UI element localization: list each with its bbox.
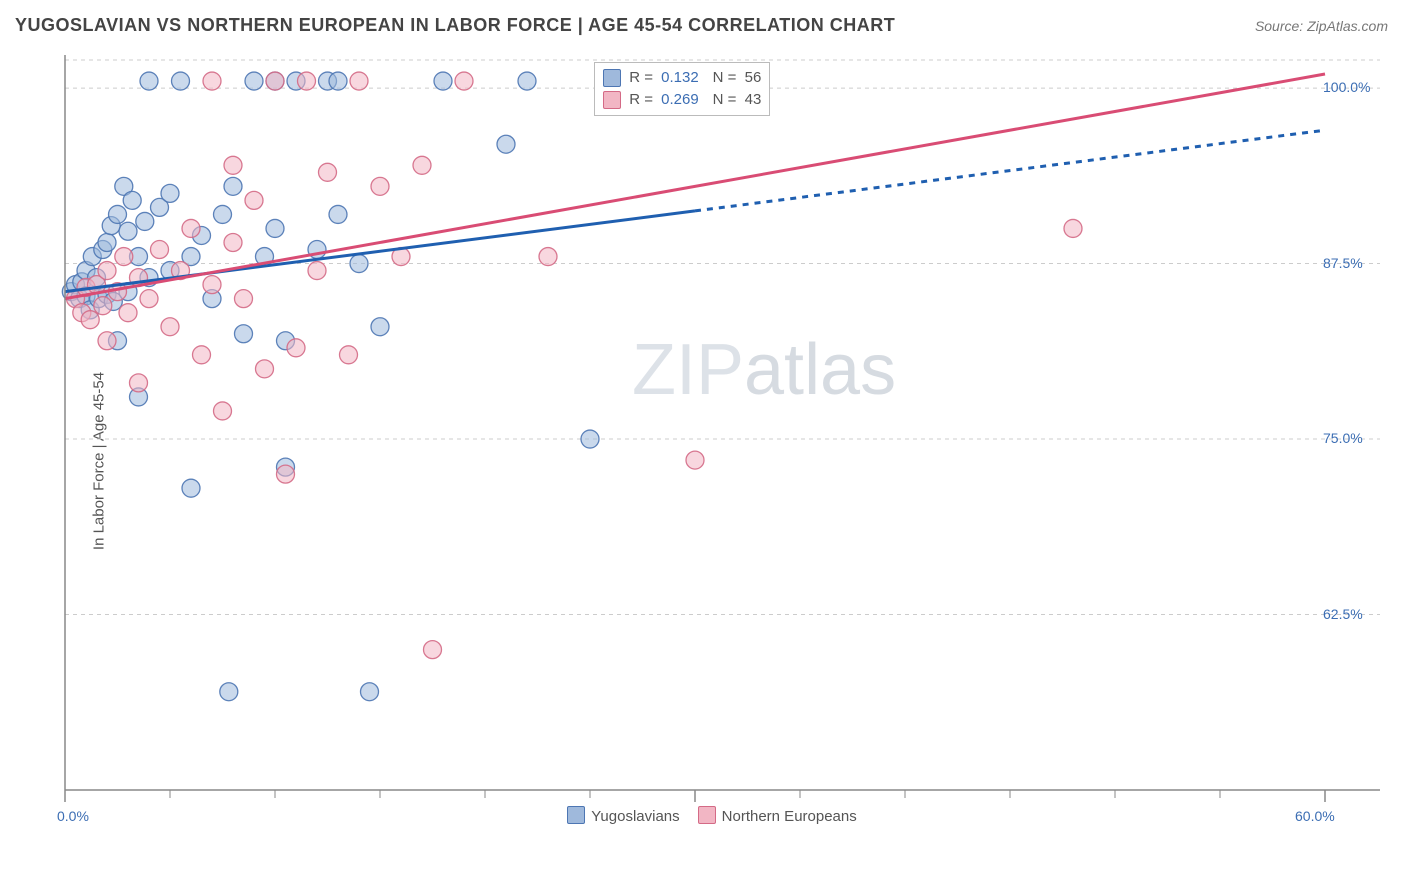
data-point — [115, 248, 133, 266]
r-value: 0.269 — [657, 89, 699, 111]
data-point — [182, 219, 200, 237]
data-point — [235, 290, 253, 308]
data-point — [308, 262, 326, 280]
data-point — [371, 177, 389, 195]
data-point — [266, 72, 284, 90]
data-point — [151, 241, 169, 259]
n-label: N = — [713, 67, 737, 89]
data-point — [455, 72, 473, 90]
data-point — [350, 255, 368, 273]
legend-swatch — [603, 69, 621, 87]
data-point — [686, 451, 704, 469]
data-point — [329, 205, 347, 223]
n-value: 43 — [740, 89, 761, 111]
legend-swatch — [603, 91, 621, 109]
data-point — [130, 374, 148, 392]
legend-swatch — [567, 806, 585, 824]
data-point — [94, 297, 112, 315]
data-point — [361, 683, 379, 701]
data-point — [277, 465, 295, 483]
data-point — [371, 318, 389, 336]
data-point — [193, 346, 211, 364]
data-point — [98, 262, 116, 280]
r-label: R = — [629, 89, 653, 111]
data-point — [214, 402, 232, 420]
data-point — [256, 360, 274, 378]
y-tick-label: 87.5% — [1323, 255, 1391, 271]
statistics-legend: R = 0.132 N = 56 R = 0.269 N = 43 — [594, 62, 770, 116]
series-legend: Yugoslavians Northern Europeans — [15, 806, 1391, 872]
data-point — [140, 72, 158, 90]
legend-series-label: Yugoslavians — [591, 808, 679, 825]
data-point — [298, 72, 316, 90]
y-tick-label: 100.0% — [1323, 79, 1391, 95]
scatter-plot — [55, 50, 1391, 830]
data-point — [98, 332, 116, 350]
data-point — [109, 205, 127, 223]
y-tick-label: 62.5% — [1323, 606, 1391, 622]
y-tick-label: 75.0% — [1323, 430, 1391, 446]
data-point — [424, 641, 442, 659]
data-point — [287, 339, 305, 357]
data-point — [434, 72, 452, 90]
data-point — [214, 205, 232, 223]
data-point — [224, 234, 242, 252]
data-point — [235, 325, 253, 343]
n-label: N = — [713, 89, 737, 111]
data-point — [266, 219, 284, 237]
legend-stat-row: R = 0.132 N = 56 — [603, 67, 761, 89]
data-point — [340, 346, 358, 364]
chart-title: YUGOSLAVIAN VS NORTHERN EUROPEAN IN LABO… — [15, 15, 895, 36]
data-point — [182, 479, 200, 497]
legend-series-label: Northern Europeans — [722, 808, 857, 825]
data-point — [119, 304, 137, 322]
r-value: 0.132 — [657, 67, 699, 89]
data-point — [497, 135, 515, 153]
data-point — [140, 290, 158, 308]
data-point — [203, 276, 221, 294]
data-point — [518, 72, 536, 90]
legend-stat-row: R = 0.269 N = 43 — [603, 89, 761, 111]
chart-area: In Labor Force | Age 45-54 62.5%75.0%87.… — [15, 50, 1391, 872]
data-point — [81, 311, 99, 329]
data-point — [119, 222, 137, 240]
data-point — [245, 191, 263, 209]
data-point — [1064, 219, 1082, 237]
chart-container: YUGOSLAVIAN VS NORTHERN EUROPEAN IN LABO… — [0, 0, 1406, 892]
data-point — [245, 72, 263, 90]
n-value: 56 — [740, 67, 761, 89]
data-point — [350, 72, 368, 90]
source-attribution: Source: ZipAtlas.com — [1255, 18, 1388, 34]
data-point — [413, 156, 431, 174]
data-point — [224, 177, 242, 195]
data-point — [220, 683, 238, 701]
data-point — [98, 234, 116, 252]
legend-swatch — [698, 806, 716, 824]
data-point — [161, 184, 179, 202]
data-point — [123, 191, 141, 209]
data-point — [319, 163, 337, 181]
data-point — [203, 72, 221, 90]
data-point — [161, 318, 179, 336]
r-label: R = — [629, 67, 653, 89]
data-point — [539, 248, 557, 266]
data-point — [172, 72, 190, 90]
data-point — [224, 156, 242, 174]
data-point — [136, 212, 154, 230]
data-point — [581, 430, 599, 448]
data-point — [329, 72, 347, 90]
